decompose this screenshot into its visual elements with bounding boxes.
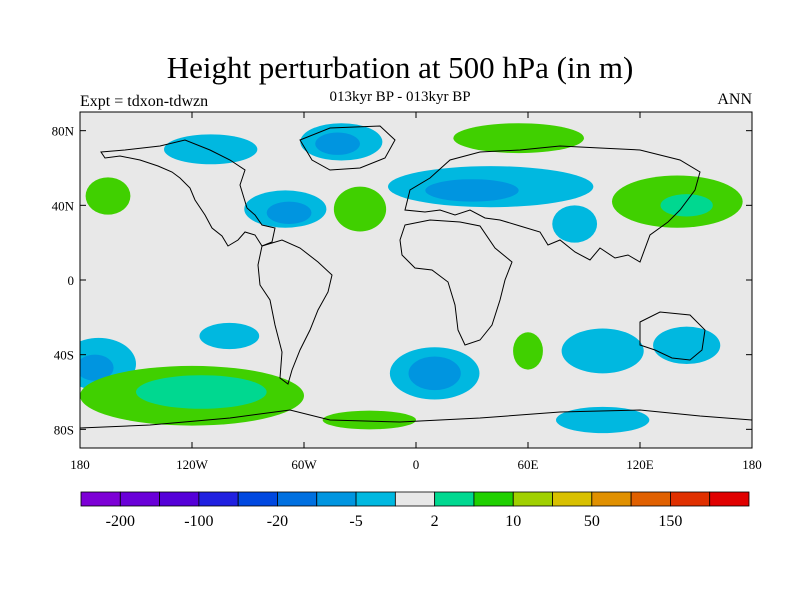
colorbar-swatch [237,491,278,507]
contour-region-australia-low [653,326,721,365]
colorbar-label: 2 [431,513,439,530]
colorbar-swatch [473,491,514,507]
latitude-axis: 80N 40N 0 40S 80S [52,124,752,437]
coastline-eurasia [404,145,701,263]
coastline-south-america [257,239,333,385]
contour-region-south-atlantic-high [322,410,417,430]
colorbar-swatch [670,491,711,507]
lon-tick-label: 180 [742,457,762,472]
coastline-north-america [100,139,276,247]
contour-region-nw-atlantic-low-core [266,201,312,224]
colorbar-swatch [434,491,475,507]
contour-region-greenland-low-core [315,132,360,155]
colorbar: -200 -100 -20 -5 2 10 50 150 [80,491,750,530]
colorbar-swatch [709,491,750,507]
coastline-antarctica [80,409,752,429]
contour-region-canada-low [164,134,258,165]
colorbar-swatch [355,491,396,507]
experiment-label: Expt = tdxon-tdwzn [80,93,209,110]
colorbar-swatch [159,491,200,507]
colorbar-label: -200 [106,513,135,530]
coastline-australia [639,311,706,361]
lat-tick-label: 0 [68,273,75,288]
contour-region-mid-atlantic-high [333,186,387,232]
contour-region-south-pacific-high-core [136,375,267,409]
colorbar-swatch [80,491,121,507]
contour-region-tibet-low [552,205,598,243]
coastlines [80,125,752,429]
contour-region-east-pacific-south-low [199,322,260,350]
colorbar-swatch [512,491,553,507]
chart-title: Height perturbation at 500 hPa (in m) [166,50,634,85]
contour-region-south-indian-high [513,332,543,370]
longitude-axis: 180 120W 60W 0 60E 120E 180 [70,112,762,472]
lon-tick-label: 0 [413,457,420,472]
colorbar-swatch [198,491,239,507]
lon-tick-label: 120W [176,457,209,472]
chart-subtitle: 013kyr BP - 013kyr BP [329,89,471,105]
colorbar-swatch [277,491,318,507]
contour-region-south-pacific-low-core [80,354,114,381]
colorbar-label: 10 [505,513,521,530]
colorbar-label: 50 [584,513,600,530]
colorbar-label: -5 [349,513,362,530]
colorbar-swatch [630,491,671,507]
lat-tick-label: 40S [54,348,74,363]
coastline-greenland [299,125,396,171]
colorbar-swatch [119,491,160,507]
colorbar-swatch [316,491,357,507]
contour-region-arctic-europe-high [453,123,584,154]
season-label: ANN [717,91,752,108]
lat-tick-label: 80N [52,124,75,139]
lon-tick-label: 60E [518,457,539,472]
colorbar-label: -100 [184,513,213,530]
colorbar-label: -20 [267,513,288,530]
lon-tick-label: 60W [291,457,317,472]
colorbar-swatch [591,491,632,507]
contour-region-ne-pacific-high [85,177,131,215]
contour-region-indian-ocean-low [561,328,644,374]
lon-tick-label: 180 [70,457,90,472]
colorbar-swatch [552,491,593,507]
contour-region-europe-low-core [425,179,519,202]
contour-region-antarctic-low [556,406,650,434]
colorbar-label: 150 [658,513,682,530]
lat-tick-label: 80S [54,422,74,437]
coastline-africa [399,219,513,346]
colorbar-swatch [394,491,436,507]
lon-tick-label: 120E [626,457,654,472]
lat-tick-label: 40N [52,198,75,213]
contour-region-east-asia-high-core [660,194,713,217]
contour-region-southern-ocean-atl-low-core [408,356,461,391]
contour-fill-layer [80,123,743,434]
